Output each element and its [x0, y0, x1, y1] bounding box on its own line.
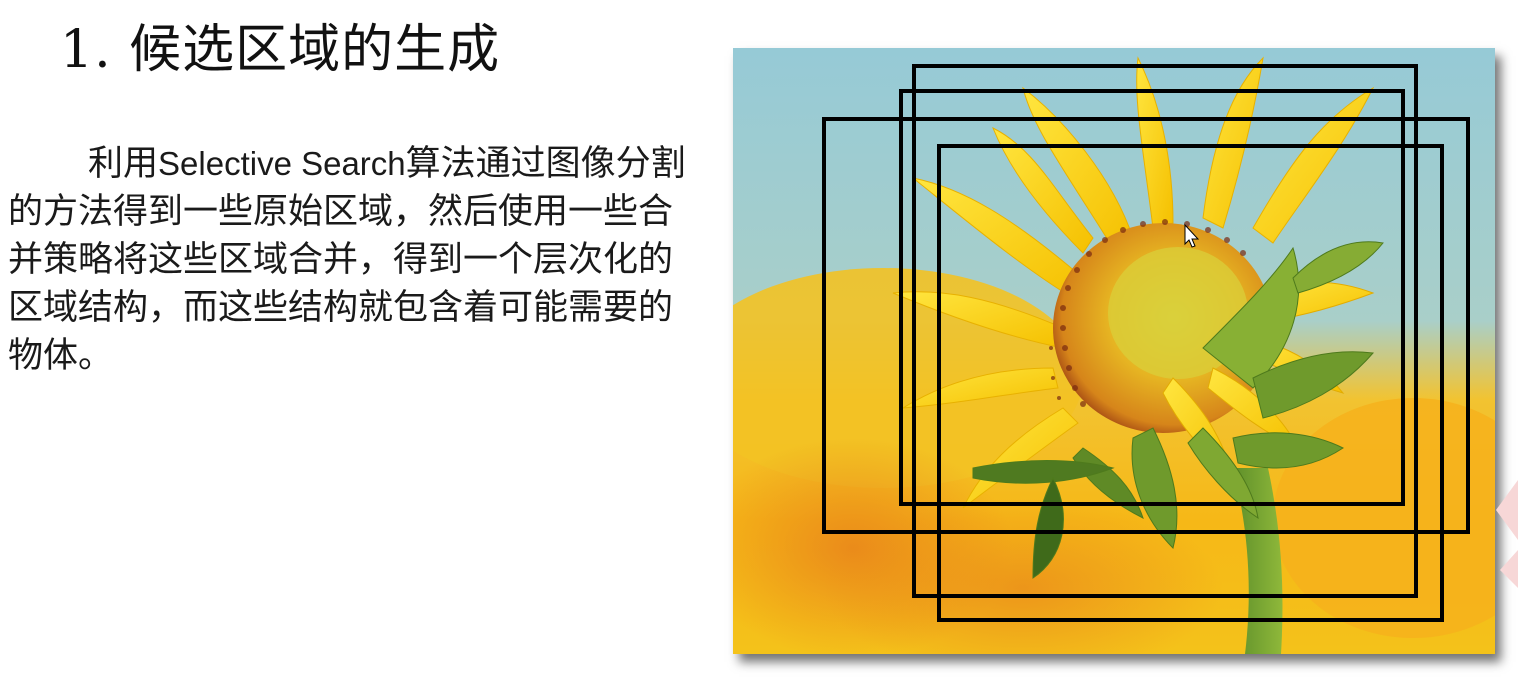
- watermark-icon: [1496, 480, 1518, 588]
- slide-title: 1. 候选区域的生成: [60, 20, 501, 80]
- proposal-box: [822, 117, 1470, 534]
- sunflower-illustration: [733, 48, 1495, 654]
- paragraph-rest: 算法通过图像分割的方法得到一些原始区域，然后使用一些合并策略将这些区域合并，得到…: [8, 144, 686, 376]
- body-paragraph: 利用Selective Search算法通过图像分割的方法得到一些原始区域，然后…: [8, 140, 698, 380]
- proposal-box: [899, 89, 1405, 506]
- proposal-box: [937, 144, 1444, 622]
- mouse-pointer-icon: [1184, 223, 1200, 248]
- paragraph-lead: 利用: [88, 144, 159, 184]
- proposal-boxes: [822, 64, 1470, 622]
- proposal-box: [912, 64, 1418, 598]
- sunflower-image: [733, 48, 1495, 654]
- algorithm-name: Selective Search: [158, 145, 406, 182]
